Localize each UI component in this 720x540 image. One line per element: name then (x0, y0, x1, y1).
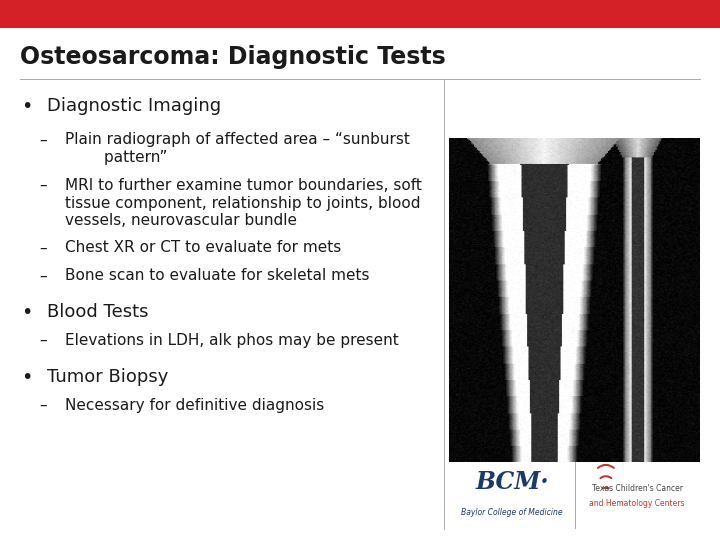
Text: –: – (40, 178, 48, 193)
Text: –: – (40, 268, 48, 284)
Text: and Hematology Centers: and Hematology Centers (590, 499, 685, 508)
Bar (0, 0, 720, 28)
Text: BCM·: BCM· (475, 470, 549, 494)
Text: Bone scan to evaluate for skeletal mets: Bone scan to evaluate for skeletal mets (65, 268, 369, 284)
Text: Necessary for definitive diagnosis: Necessary for definitive diagnosis (65, 398, 324, 413)
Text: MRI to further examine tumor boundaries, soft
tissue component, relationship to : MRI to further examine tumor boundaries,… (65, 178, 422, 228)
Text: Plain radiograph of affected area – “sunburst
        pattern”: Plain radiograph of affected area – “sun… (65, 132, 410, 165)
Text: •: • (22, 97, 33, 116)
Text: Chest XR or CT to evaluate for mets: Chest XR or CT to evaluate for mets (65, 240, 341, 255)
Text: –: – (40, 240, 48, 255)
Text: Elevations in LDH, alk phos may be present: Elevations in LDH, alk phos may be prese… (65, 333, 399, 348)
Text: Diagnostic Imaging: Diagnostic Imaging (47, 97, 221, 115)
Text: Texas Children's Cancer: Texas Children's Cancer (592, 484, 683, 493)
Text: Osteosarcoma: Diagnostic Tests: Osteosarcoma: Diagnostic Tests (20, 45, 446, 69)
Text: •: • (22, 303, 33, 322)
Text: Baylor College of Medicine: Baylor College of Medicine (461, 508, 563, 517)
Text: –: – (40, 132, 48, 147)
Text: •: • (22, 368, 33, 387)
Text: –: – (40, 398, 48, 413)
Text: Blood Tests: Blood Tests (47, 303, 148, 321)
FancyArrowPatch shape (600, 476, 611, 478)
FancyArrowPatch shape (598, 465, 614, 468)
Text: –: – (40, 333, 48, 348)
Text: Tumor Biopsy: Tumor Biopsy (47, 368, 168, 386)
